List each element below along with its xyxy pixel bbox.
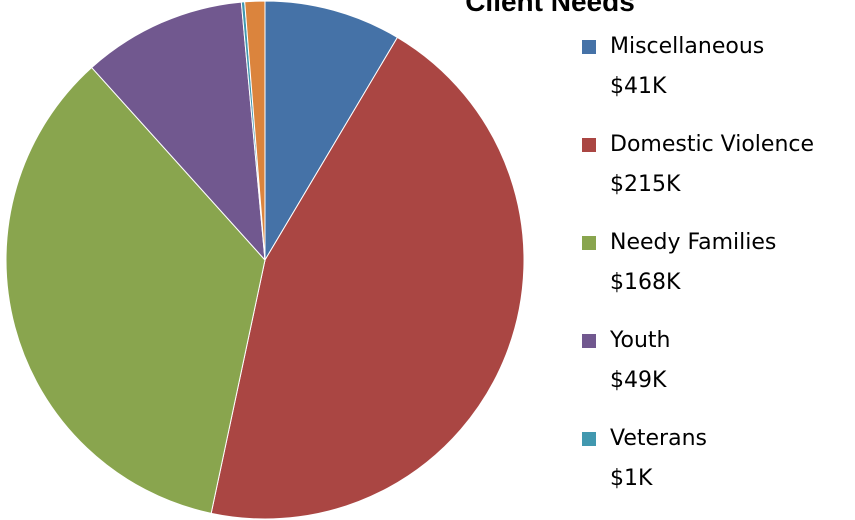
pie-slice-miscellaneous-0 xyxy=(264,0,399,262)
legend-swatch-youth xyxy=(582,334,596,348)
chart-title: Client Needs xyxy=(465,0,635,17)
legend-item-veterans: Veterans $1K xyxy=(582,422,852,520)
legend-label: Veterans xyxy=(610,426,707,451)
legend-label: Domestic Violence xyxy=(610,132,815,157)
legend-item-miscellaneous: Miscellaneous $41K xyxy=(582,30,852,128)
legend-item-domestic-violence: Domestic Violence $215K xyxy=(582,128,852,226)
legend-label: Miscellaneous xyxy=(610,34,765,59)
pie-slice-domestic-violence-1 xyxy=(210,36,525,520)
legend-label: Youth xyxy=(610,328,671,353)
pie-slice-needy-families-2 xyxy=(5,66,266,514)
legend-value: $1K xyxy=(610,466,653,491)
legend-swatch-veterans xyxy=(582,432,596,446)
legend-value: $49K xyxy=(610,368,667,393)
legend-item-needy-families: Needy Families $168K xyxy=(582,226,852,324)
legend-swatch-miscellaneous xyxy=(582,40,596,54)
legend-swatch-domestic-violence xyxy=(582,138,596,152)
legend-value: $168K xyxy=(610,270,681,295)
chart-legend: Miscellaneous $41K Domestic Violence $21… xyxy=(582,30,852,520)
legend-value: $215K xyxy=(610,172,681,197)
legend-item-youth: Youth $49K xyxy=(582,324,852,422)
pie-slice-other-5 xyxy=(244,0,266,261)
pie-slice-youth-3 xyxy=(90,1,266,262)
legend-swatch-needy-families xyxy=(582,236,596,250)
legend-value: $41K xyxy=(610,74,667,99)
legend-label: Needy Families xyxy=(610,230,777,255)
